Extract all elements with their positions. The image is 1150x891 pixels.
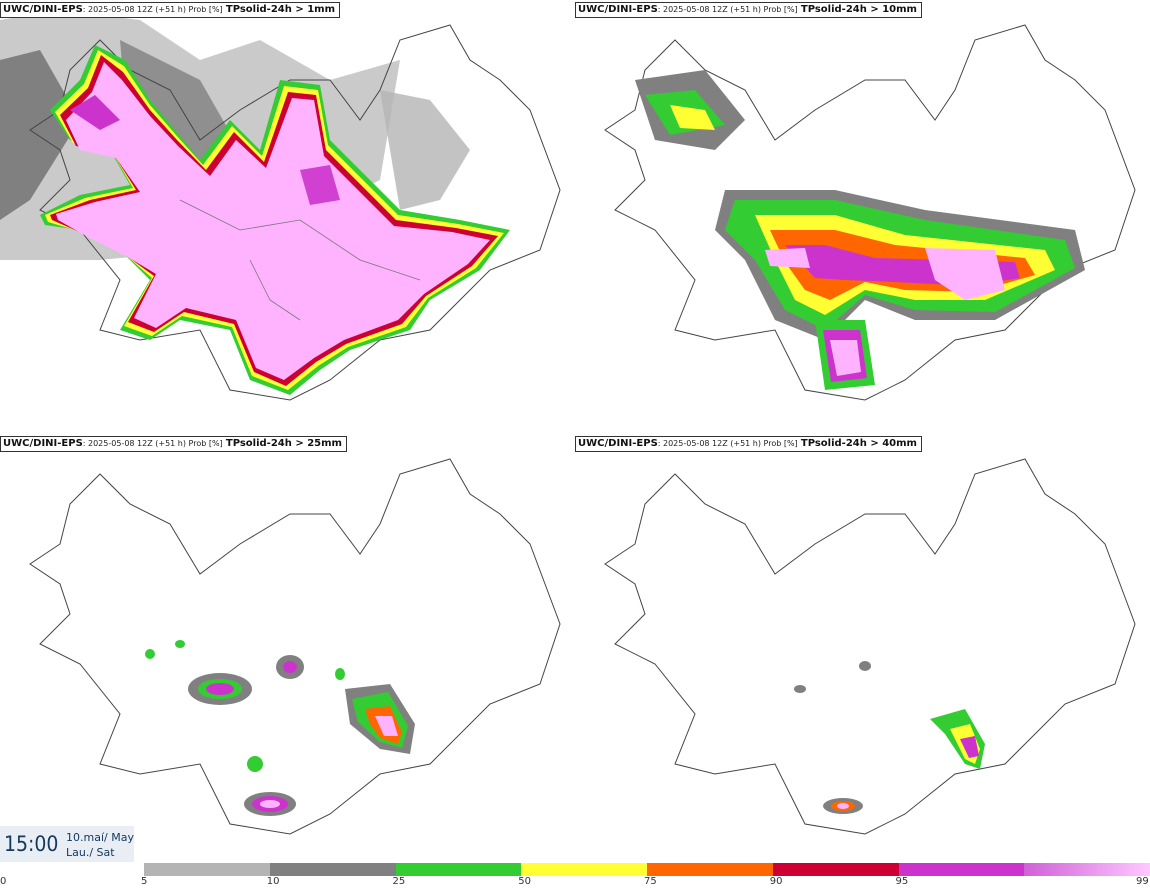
legend-swatch [521, 863, 647, 876]
legend-tick-label: 10 [266, 876, 280, 887]
run-meta: : 2025-05-08 12Z (+51 h) Prob [%] [657, 439, 798, 448]
valid-time: 15:00 [4, 832, 59, 856]
iceland-map-10mm [604, 24, 1136, 401]
iceland-map-40mm [604, 458, 1136, 835]
legend-tick-label: 90 [769, 876, 783, 887]
legend-swatch [144, 863, 270, 876]
model-name: UWC/DINI-EPS [578, 438, 658, 449]
legend-swatch [898, 863, 1025, 876]
map-panel-25mm: UWC/DINI-EPS: 2025-05-08 12Z (+51 h) Pro… [0, 434, 575, 866]
legend-swatch [1024, 863, 1150, 876]
run-meta: : 2025-05-08 12Z (+51 h) Prob [%] [82, 439, 223, 448]
panel-title: UWC/DINI-EPS: 2025-05-08 12Z (+51 h) Pro… [0, 436, 347, 452]
valid-date-line1: 10.maí/ May [66, 831, 134, 844]
threshold-label: TPsolid-24h > 40mm [800, 438, 917, 449]
legend-swatch [647, 863, 773, 876]
legend-swatch [395, 863, 522, 876]
map-panel-40mm: UWC/DINI-EPS: 2025-05-08 12Z (+51 h) Pro… [575, 434, 1150, 866]
run-meta: : 2025-05-08 12Z (+51 h) Prob [%] [82, 5, 223, 14]
panel-title: UWC/DINI-EPS: 2025-05-08 12Z (+51 h) Pro… [575, 436, 922, 452]
iceland-map-1mm [0, 10, 561, 401]
valid-date-line2: Lau./ Sat [66, 846, 115, 859]
threshold-label: TPsolid-24h > 25mm [225, 438, 342, 449]
model-name: UWC/DINI-EPS [578, 4, 658, 15]
legend-tick-label: 0 [0, 876, 7, 887]
legend-tick-label: 25 [392, 876, 406, 887]
run-meta: : 2025-05-08 12Z (+51 h) Prob [%] [657, 5, 798, 14]
legend-tick-label: 75 [644, 876, 657, 887]
legend-tick-label: 50 [518, 876, 531, 887]
legend-tick-label: 99 [1136, 876, 1149, 887]
legend-tick-label: 5 [141, 876, 148, 887]
probability-legend-bar [144, 863, 1150, 876]
threshold-label: TPsolid-24h > 1mm [225, 4, 336, 15]
threshold-label: TPsolid-24h > 10mm [800, 4, 917, 15]
iceland-map-25mm [29, 458, 561, 835]
legend-tick-label: 95 [895, 876, 909, 887]
valid-time-box: 15:00 10.maí/ May Lau./ Sat [0, 826, 134, 862]
panel-title: UWC/DINI-EPS: 2025-05-08 12Z (+51 h) Pro… [0, 2, 341, 18]
map-panel-10mm: UWC/DINI-EPS: 2025-05-08 12Z (+51 h) Pro… [575, 0, 1150, 432]
model-name: UWC/DINI-EPS [3, 4, 83, 15]
legend-swatch [269, 863, 396, 876]
model-name: UWC/DINI-EPS [3, 438, 83, 449]
legend-swatch [772, 863, 899, 876]
map-panel-1mm: UWC/DINI-EPS: 2025-05-08 12Z (+51 h) Pro… [0, 0, 575, 432]
panel-title: UWC/DINI-EPS: 2025-05-08 12Z (+51 h) Pro… [575, 2, 922, 18]
